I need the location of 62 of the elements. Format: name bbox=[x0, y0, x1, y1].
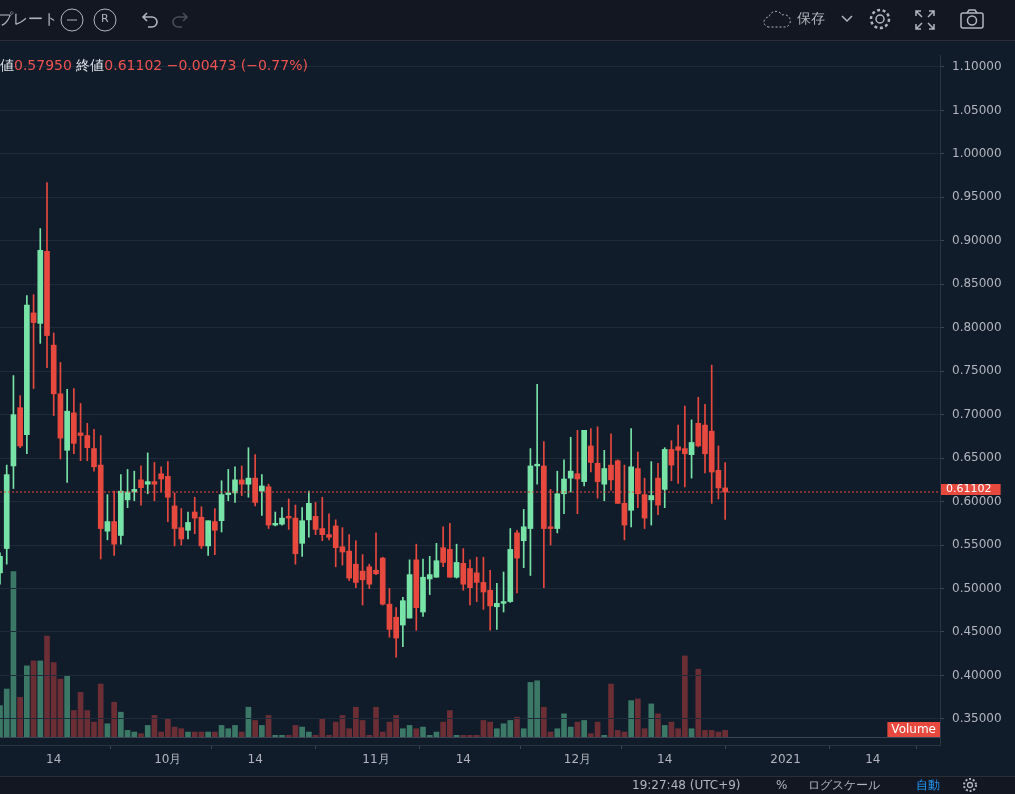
bar bbox=[628, 700, 634, 737]
candlestick bbox=[144, 452, 151, 495]
bar bbox=[688, 728, 695, 737]
x-tick-label: 2021 bbox=[770, 752, 801, 767]
text: プレート bbox=[0, 10, 58, 28]
text: 自動 bbox=[916, 777, 940, 793]
ref-line-label: 0.61102 bbox=[946, 482, 992, 496]
bar bbox=[185, 731, 191, 737]
text: 保存 bbox=[797, 10, 825, 26]
bar bbox=[655, 713, 661, 737]
y-tick-label: 0.50000 bbox=[952, 580, 1002, 595]
y-tick-label: 0.85000 bbox=[952, 276, 1002, 291]
candlestick bbox=[648, 461, 655, 526]
bar bbox=[64, 675, 70, 737]
y-tick-label: 0.80000 bbox=[952, 319, 1002, 334]
y-tick-label: 0.45000 bbox=[952, 624, 1002, 639]
bar bbox=[24, 665, 30, 737]
x-tick-label: 14 bbox=[657, 752, 673, 767]
x-tick-label: 10月 bbox=[154, 752, 182, 767]
text: % bbox=[776, 777, 788, 793]
text: Volume bbox=[891, 721, 936, 736]
y-tick-label: 0.65000 bbox=[952, 450, 1002, 465]
y-tick-label: 0.60000 bbox=[952, 493, 1002, 508]
bar bbox=[212, 731, 218, 737]
bar bbox=[238, 731, 245, 737]
bar bbox=[111, 701, 117, 737]
chart-subtitle: 値0.57950 終値0.61102 −0.00473 (−0.77%) bbox=[0, 57, 308, 73]
candlestick bbox=[212, 508, 218, 555]
candlestick bbox=[259, 474, 265, 516]
y-tick-label: 0.35000 bbox=[952, 711, 1002, 726]
bar bbox=[259, 725, 265, 737]
bar bbox=[252, 720, 258, 737]
x-tick-label: 12月 bbox=[563, 752, 592, 767]
text: 19:27:48 (UTC+9) bbox=[632, 777, 741, 793]
bar bbox=[581, 720, 587, 737]
candlestick bbox=[567, 436, 574, 493]
y-tick-label: 0.55000 bbox=[952, 537, 1002, 552]
bar bbox=[514, 716, 520, 737]
x-tick-label: 14 bbox=[455, 752, 471, 767]
y-tick-label: 1.05000 bbox=[952, 102, 1002, 117]
x-tick-label: 11月 bbox=[362, 752, 390, 767]
bar bbox=[144, 725, 151, 737]
bar bbox=[104, 723, 111, 737]
bar bbox=[37, 660, 44, 737]
y-tick-label: 0.95000 bbox=[952, 189, 1002, 204]
bar bbox=[17, 696, 23, 737]
text: ログスケール bbox=[808, 777, 880, 793]
bar bbox=[413, 728, 420, 737]
y-tick-label: 0.90000 bbox=[952, 232, 1002, 247]
x-tick-label: 14 bbox=[46, 752, 62, 767]
y-tick-label: 1.10000 bbox=[952, 59, 1002, 74]
bar bbox=[648, 703, 655, 737]
y-tick-label: 0.75000 bbox=[952, 363, 1002, 378]
y-tick-label: 0.40000 bbox=[952, 667, 1002, 682]
x-tick-label: 14 bbox=[247, 752, 263, 767]
y-tick-label: 1.00000 bbox=[952, 145, 1002, 160]
bar bbox=[661, 725, 668, 737]
bar bbox=[205, 731, 211, 737]
x-tick-label: 14 bbox=[865, 752, 881, 767]
bar bbox=[138, 733, 144, 737]
y-tick-label: 0.70000 bbox=[952, 406, 1002, 421]
text: R bbox=[101, 11, 109, 27]
